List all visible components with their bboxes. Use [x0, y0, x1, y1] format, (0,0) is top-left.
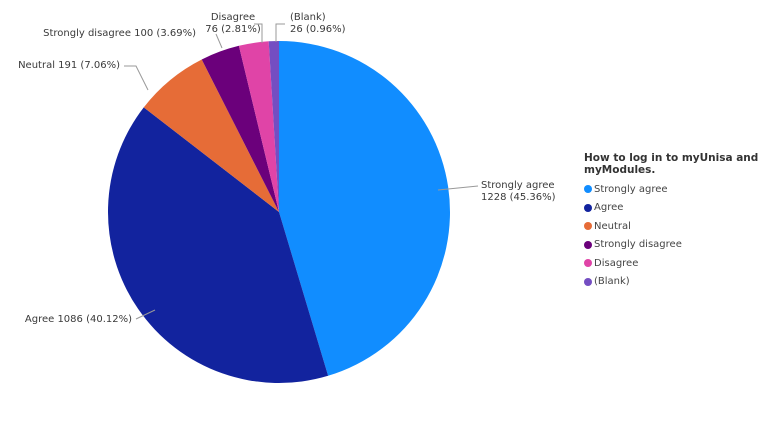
- data-label: Neutral 191 (7.06%): [18, 60, 120, 71]
- data-label: 76 (2.81%): [205, 24, 261, 35]
- legend-label: Agree: [594, 202, 623, 213]
- leader-line: [124, 66, 148, 90]
- data-label: Agree 1086 (40.12%): [25, 314, 132, 325]
- legend-dot-icon: [584, 204, 592, 212]
- legend-label: Strongly disagree: [594, 239, 682, 250]
- legend: How to log in to myUnisa and myModules. …: [584, 152, 780, 291]
- data-label: Strongly agree: [481, 180, 555, 191]
- legend-item[interactable]: Strongly agree: [584, 180, 780, 199]
- legend-item[interactable]: Agree: [584, 199, 780, 218]
- leader-line: [276, 24, 285, 42]
- legend-dot-icon: [584, 185, 592, 193]
- legend-item[interactable]: (Blank): [584, 273, 780, 292]
- legend-item[interactable]: Neutral: [584, 217, 780, 236]
- legend-label: Neutral: [594, 221, 631, 232]
- legend-title: How to log in to myUnisa and myModules.: [584, 152, 780, 176]
- legend-label: Strongly agree: [594, 184, 668, 195]
- legend-dot-icon: [584, 278, 592, 286]
- legend-label: (Blank): [594, 276, 630, 287]
- data-label: 26 (0.96%): [290, 24, 346, 35]
- data-label: 1228 (45.36%): [481, 192, 556, 203]
- data-label: (Blank): [290, 12, 326, 23]
- data-label: Disagree: [211, 12, 255, 23]
- data-label: Strongly disagree 100 (3.69%): [43, 28, 196, 39]
- legend-label: Disagree: [594, 258, 638, 269]
- legend-item[interactable]: Disagree: [584, 254, 780, 273]
- leader-line: [216, 34, 222, 48]
- legend-dot-icon: [584, 222, 592, 230]
- legend-dot-icon: [584, 241, 592, 249]
- legend-item[interactable]: Strongly disagree: [584, 236, 780, 255]
- legend-dot-icon: [584, 259, 592, 267]
